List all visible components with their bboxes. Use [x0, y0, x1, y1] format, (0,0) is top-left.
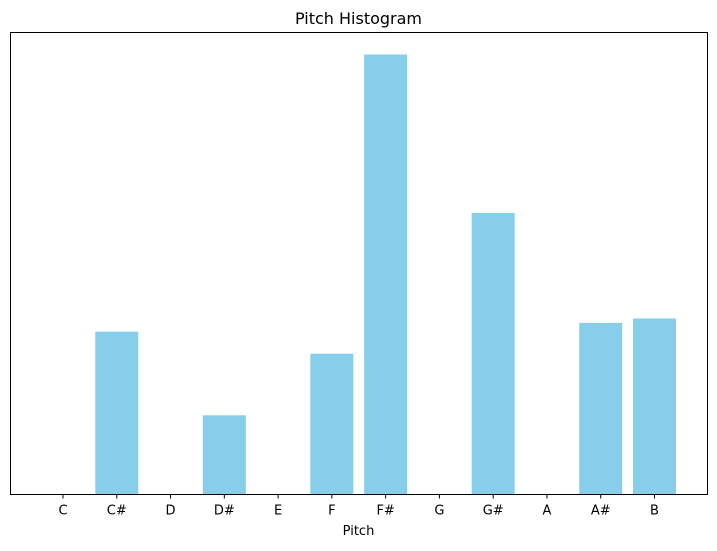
- bar-f: [310, 353, 354, 495]
- x-tick-label: E: [274, 504, 282, 519]
- x-tick-label: C: [58, 504, 67, 519]
- bar-a-sharp: [579, 322, 623, 495]
- x-tick-label: D: [166, 504, 176, 519]
- plot-frame: [10, 32, 708, 495]
- x-tick-label: F: [328, 504, 335, 519]
- bar-c-sharp: [95, 331, 139, 495]
- bar-b: [632, 318, 677, 495]
- x-tick-label: A#: [591, 504, 611, 519]
- x-tick-label: G#: [483, 504, 504, 519]
- x-tick-label: D#: [214, 504, 235, 519]
- bars-layer: [95, 54, 677, 495]
- x-axis-ticks: C C# D D# E F F# G G# A A# B: [58, 494, 659, 519]
- x-tick-label: B: [650, 504, 659, 519]
- x-axis-label: Pitch: [343, 524, 375, 539]
- bar-d-sharp: [202, 415, 246, 495]
- bar-f-sharp: [364, 54, 408, 495]
- x-tick-label: C#: [107, 504, 127, 519]
- x-tick-label: A: [542, 504, 551, 519]
- bar-g-sharp: [471, 212, 515, 495]
- x-tick-label: G: [434, 504, 444, 519]
- x-tick-label: F#: [376, 504, 394, 519]
- chart-title: Pitch Histogram: [295, 9, 422, 28]
